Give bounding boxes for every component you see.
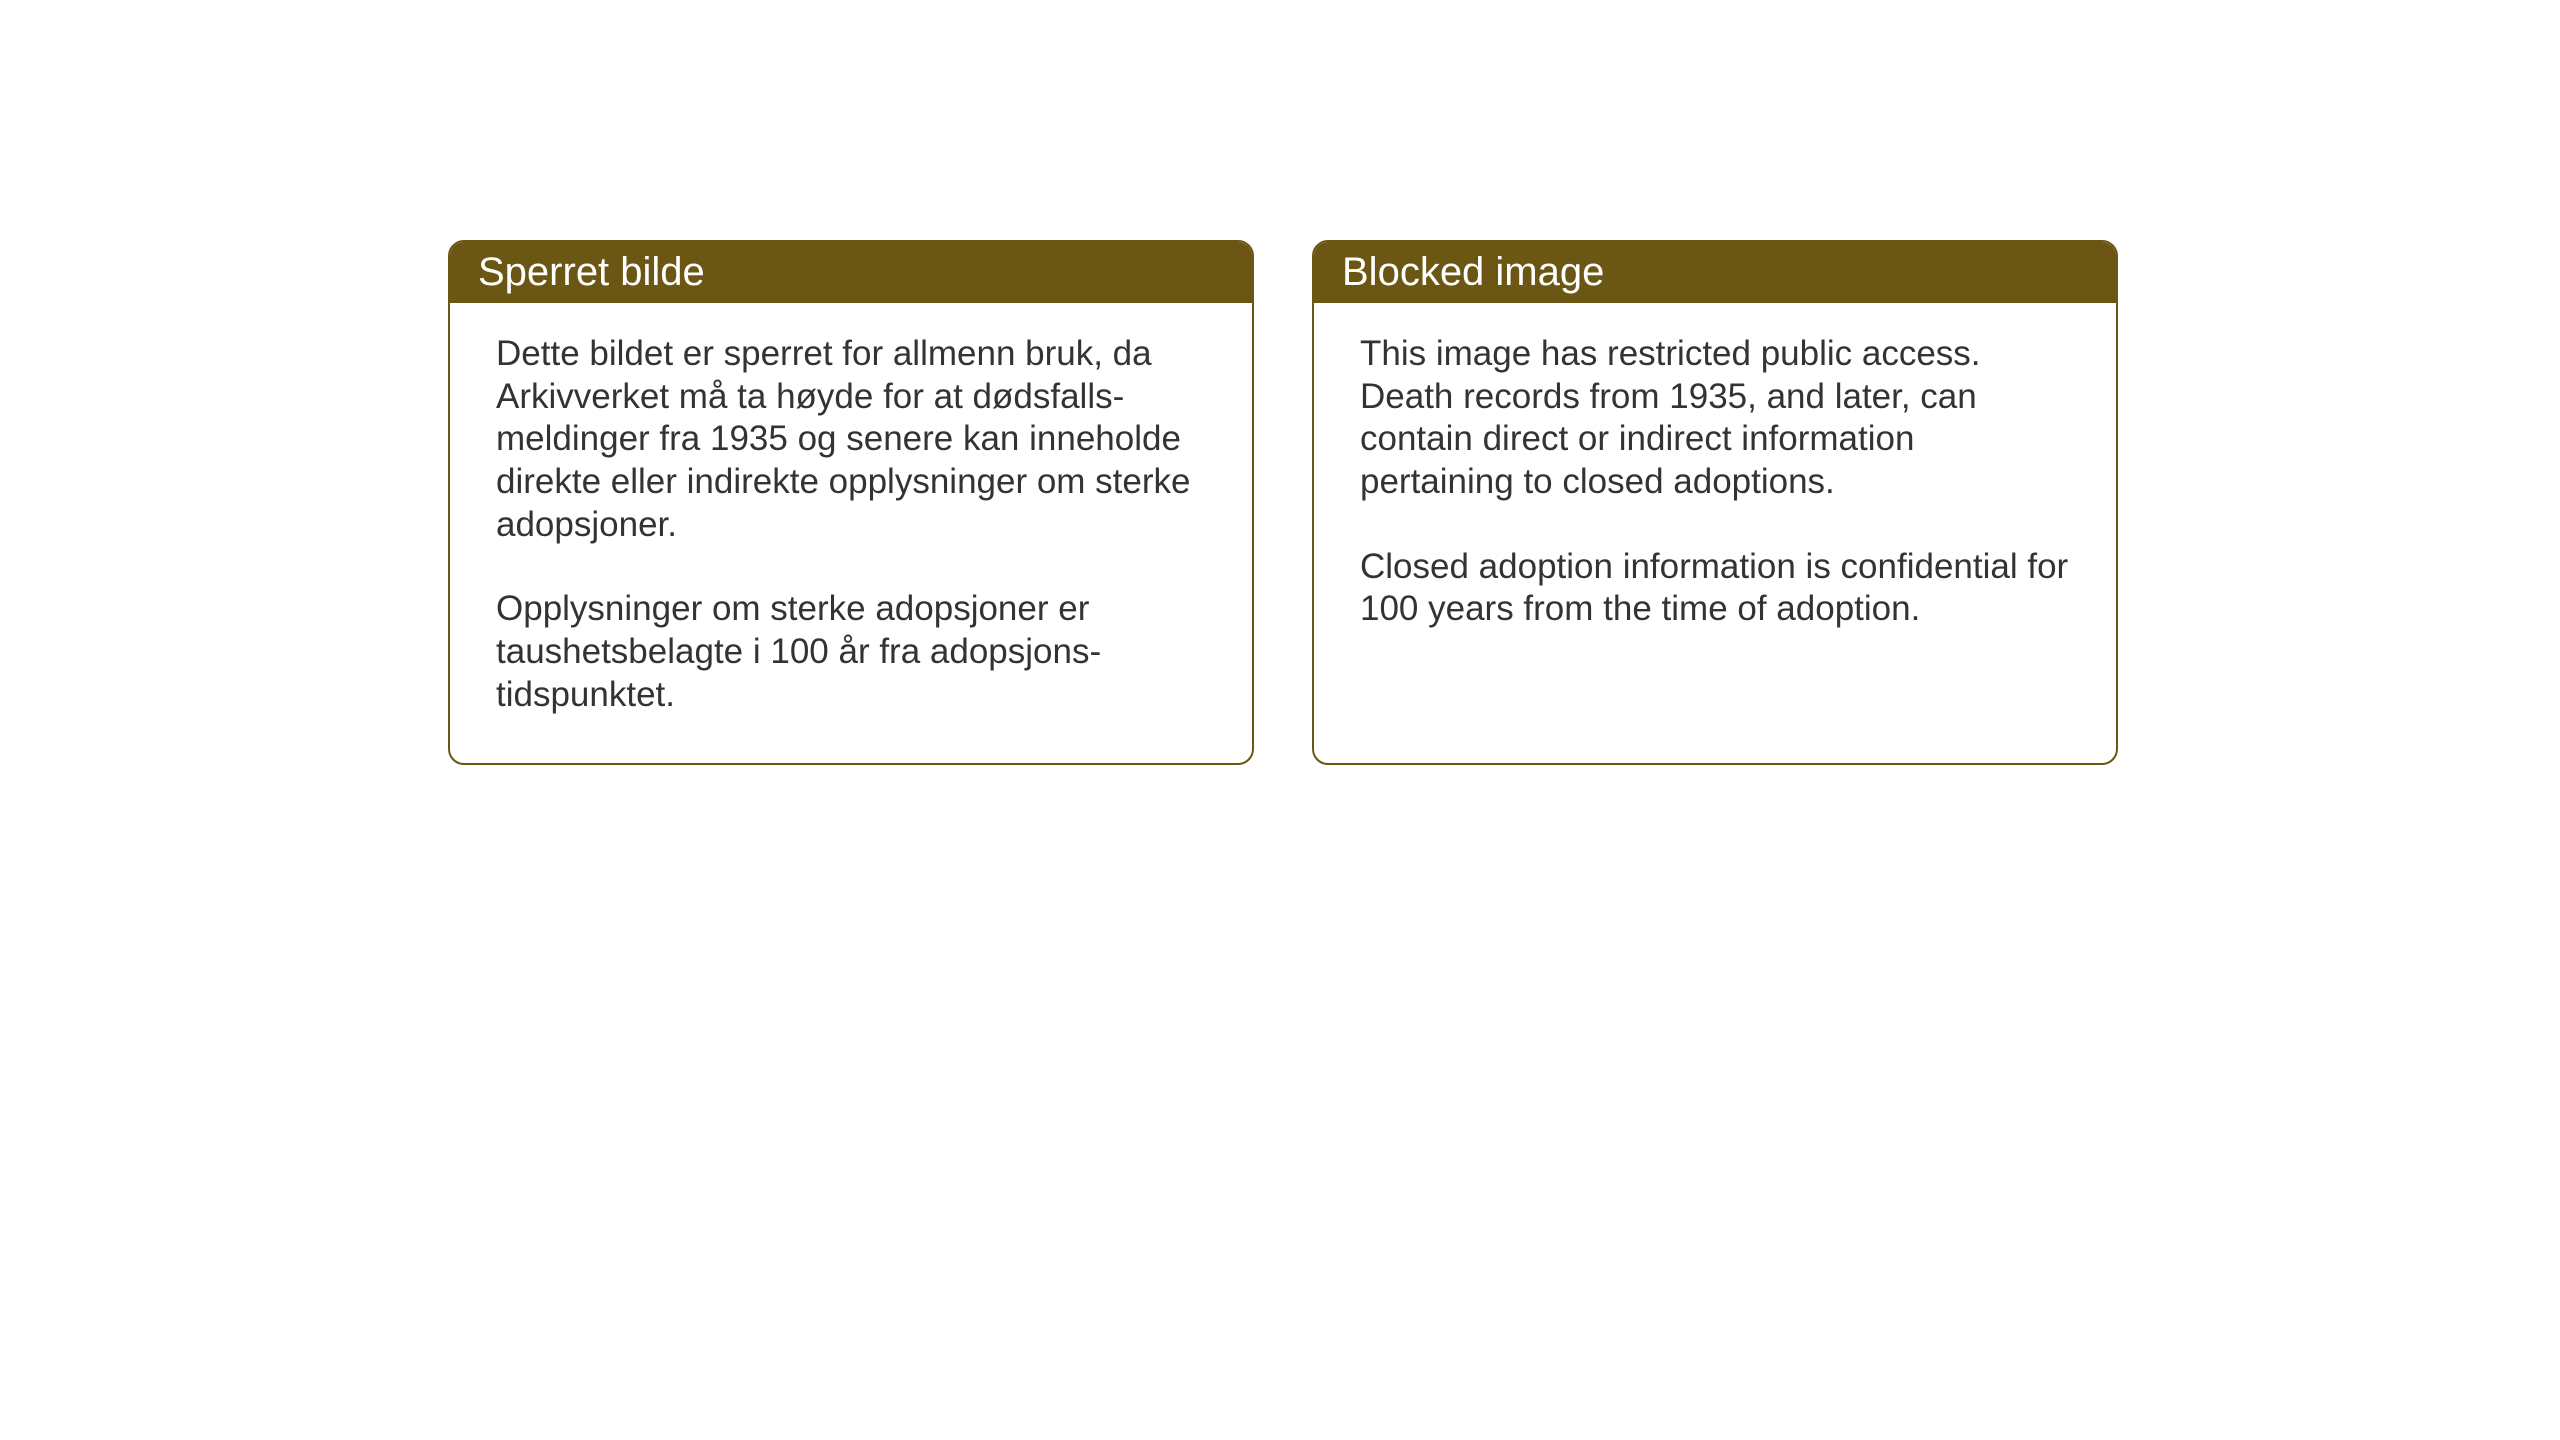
notice-title-norwegian: Sperret bilde [478, 250, 705, 294]
notice-header-english: Blocked image [1314, 242, 2116, 303]
notice-box-english: Blocked image This image has restricted … [1312, 240, 2118, 765]
notice-box-norwegian: Sperret bilde Dette bildet er sperret fo… [448, 240, 1254, 765]
notice-paragraph-1-norwegian: Dette bildet er sperret for allmenn bruk… [496, 333, 1206, 546]
notice-paragraph-2-english: Closed adoption information is confident… [1360, 546, 2070, 631]
notice-body-english: This image has restricted public access.… [1314, 303, 2116, 677]
notices-container: Sperret bilde Dette bildet er sperret fo… [448, 240, 2118, 765]
notice-body-norwegian: Dette bildet er sperret for allmenn bruk… [450, 303, 1252, 763]
notice-header-norwegian: Sperret bilde [450, 242, 1252, 303]
notice-paragraph-2-norwegian: Opplysninger om sterke adopsjoner er tau… [496, 588, 1206, 716]
notice-paragraph-1-english: This image has restricted public access.… [1360, 333, 2070, 504]
notice-title-english: Blocked image [1342, 250, 1604, 294]
